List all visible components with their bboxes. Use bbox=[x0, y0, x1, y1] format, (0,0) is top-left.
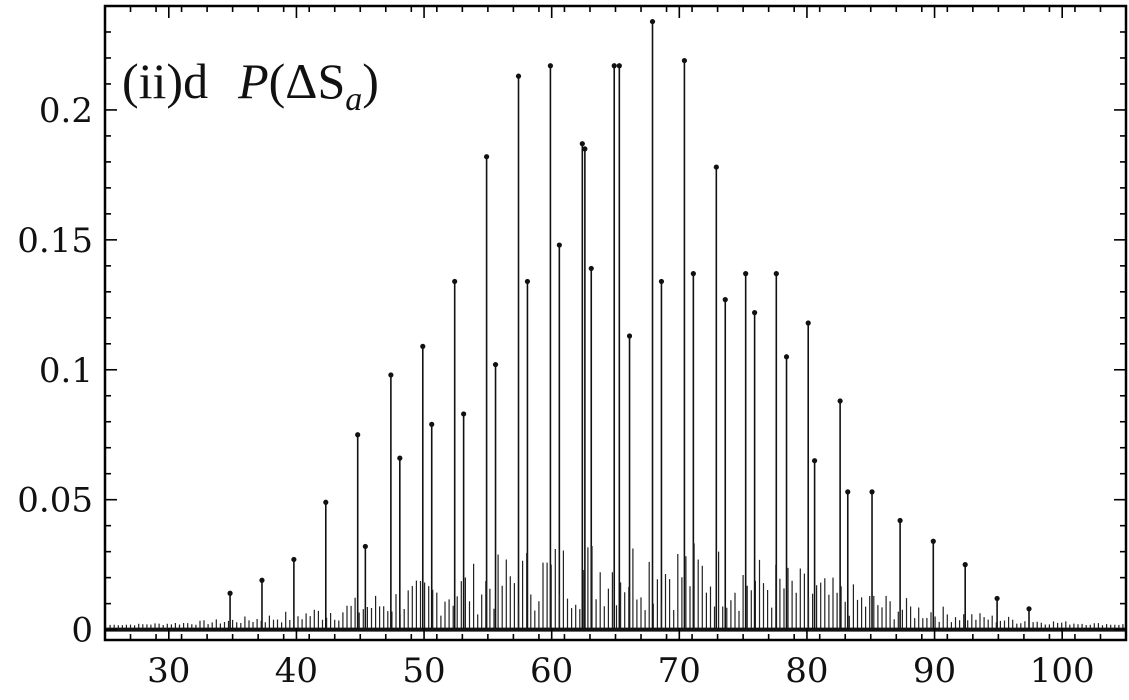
x-tick-label: 80 bbox=[785, 651, 828, 691]
peak-point bbox=[994, 595, 1000, 602]
peak-point bbox=[722, 297, 728, 303]
y-tick-label: 0.2 bbox=[39, 91, 93, 131]
peak-point bbox=[649, 18, 656, 25]
x-tick-label: 40 bbox=[275, 651, 318, 691]
x-axis: 30 40 50 60 70 80 90 100 bbox=[104, 6, 1127, 691]
peak-point bbox=[773, 271, 779, 277]
title-function: P bbox=[237, 53, 269, 109]
peak-point bbox=[524, 278, 531, 285]
peak-point bbox=[420, 343, 426, 349]
peak-point bbox=[897, 517, 903, 524]
spike-layer bbox=[227, 18, 1032, 630]
peak-point bbox=[547, 63, 554, 69]
peak-point bbox=[611, 63, 617, 69]
peak-point bbox=[452, 278, 458, 285]
y-tick-label: 0 bbox=[71, 611, 93, 651]
x-tick-label: 90 bbox=[913, 651, 956, 691]
peak-point bbox=[845, 489, 851, 495]
title-subscript: a bbox=[345, 81, 362, 118]
title-paren-close: ) bbox=[362, 53, 379, 109]
peak-point bbox=[388, 372, 394, 378]
peak-point bbox=[690, 271, 696, 277]
peak-point bbox=[556, 242, 562, 248]
peak-point bbox=[626, 333, 633, 339]
peak-point bbox=[588, 265, 594, 272]
peak-point bbox=[461, 411, 467, 417]
peak-point bbox=[930, 538, 936, 544]
plot-frame bbox=[103, 4, 1128, 642]
peak-point bbox=[805, 320, 811, 326]
peak-point bbox=[869, 489, 875, 495]
peak-point bbox=[962, 562, 968, 568]
peak-point bbox=[579, 141, 585, 147]
x-tick-label: 100 bbox=[1030, 651, 1095, 691]
peak-point bbox=[323, 499, 329, 505]
peak-point bbox=[837, 398, 843, 404]
peak-point bbox=[681, 57, 688, 64]
y-tick-label: 0.1 bbox=[39, 351, 93, 391]
peak-point bbox=[713, 164, 719, 170]
x-tick-label: 50 bbox=[402, 651, 445, 691]
y-axis: 0 0.05 0.1 0.15 0.2 bbox=[17, 31, 1126, 651]
x-tick-label: 70 bbox=[658, 651, 701, 691]
title-argument: ΔS bbox=[285, 53, 345, 109]
background-spikes bbox=[109, 543, 1124, 630]
peak-point bbox=[582, 146, 588, 152]
panel-title: (ii)d P(ΔSa) bbox=[122, 53, 379, 118]
peak-point bbox=[227, 590, 233, 596]
peak-point bbox=[1026, 606, 1032, 612]
x-tick-label: 30 bbox=[147, 651, 190, 691]
panel-label: (ii)d bbox=[122, 53, 208, 109]
peak-point bbox=[743, 271, 749, 277]
peak-point bbox=[259, 577, 265, 583]
peak-point bbox=[515, 73, 522, 79]
peak-point bbox=[616, 63, 622, 69]
peak-point bbox=[362, 543, 368, 550]
peak-point bbox=[811, 458, 818, 464]
peak-point bbox=[429, 421, 435, 427]
peak-point bbox=[291, 556, 297, 563]
peak-point bbox=[492, 361, 499, 368]
title-paren-open: ( bbox=[269, 53, 286, 109]
peak-point bbox=[355, 432, 361, 438]
peak-point bbox=[658, 278, 665, 285]
peak-point bbox=[752, 310, 758, 316]
peak-point bbox=[397, 455, 403, 461]
peak-point bbox=[483, 154, 490, 160]
y-tick-label: 0.05 bbox=[17, 481, 93, 521]
y-tick-label: 0.15 bbox=[17, 221, 93, 261]
noise-layer bbox=[109, 543, 1124, 630]
peak-point bbox=[783, 354, 790, 360]
x-tick-label: 60 bbox=[530, 651, 573, 691]
